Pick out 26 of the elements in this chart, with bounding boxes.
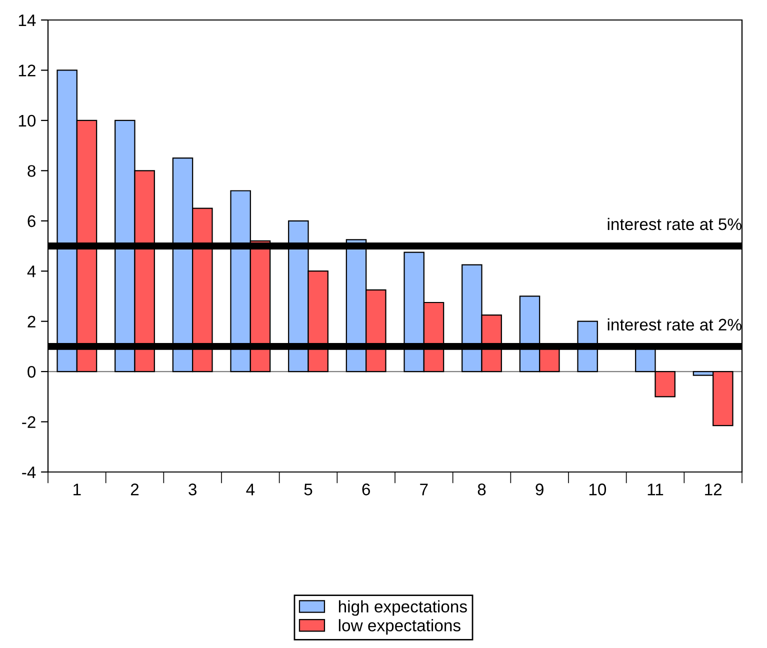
x-tick-label: 9: [536, 484, 544, 496]
x-tick-label: 10: [589, 484, 606, 496]
y-tick-label: 10: [18, 114, 36, 127]
x-tick-label: 12: [705, 484, 722, 496]
x-tick-label: 2: [130, 484, 139, 496]
x-tick-label: 3: [188, 484, 196, 496]
legend-label: low expectations: [338, 619, 460, 635]
y-tick-label: 14: [18, 14, 36, 26]
y-tick-label: 6: [28, 215, 36, 228]
x-tick-label: 5: [304, 484, 312, 496]
y-tick-label: -2: [22, 416, 36, 428]
x-tick-label: 1: [74, 484, 81, 496]
legend-label: high expectations: [338, 600, 467, 616]
y-tick-label: 4: [27, 266, 36, 278]
x-tick-label: 7: [420, 484, 428, 496]
y-tick-label: -4: [22, 466, 36, 478]
y-tick-label: 0: [28, 366, 36, 378]
ref-line-label: interest rate at 2%: [608, 318, 742, 331]
x-tick-label: 11: [648, 484, 664, 496]
y-tick-label: 8: [28, 165, 36, 177]
y-tick-label: 12: [18, 64, 36, 76]
y-tick-label: 2: [28, 316, 36, 328]
x-tick-label: 6: [362, 484, 370, 496]
x-tick-label: 8: [478, 484, 486, 496]
x-tick-label: 4: [246, 484, 255, 496]
ref-line-label: interest rate at 5%: [608, 218, 742, 230]
